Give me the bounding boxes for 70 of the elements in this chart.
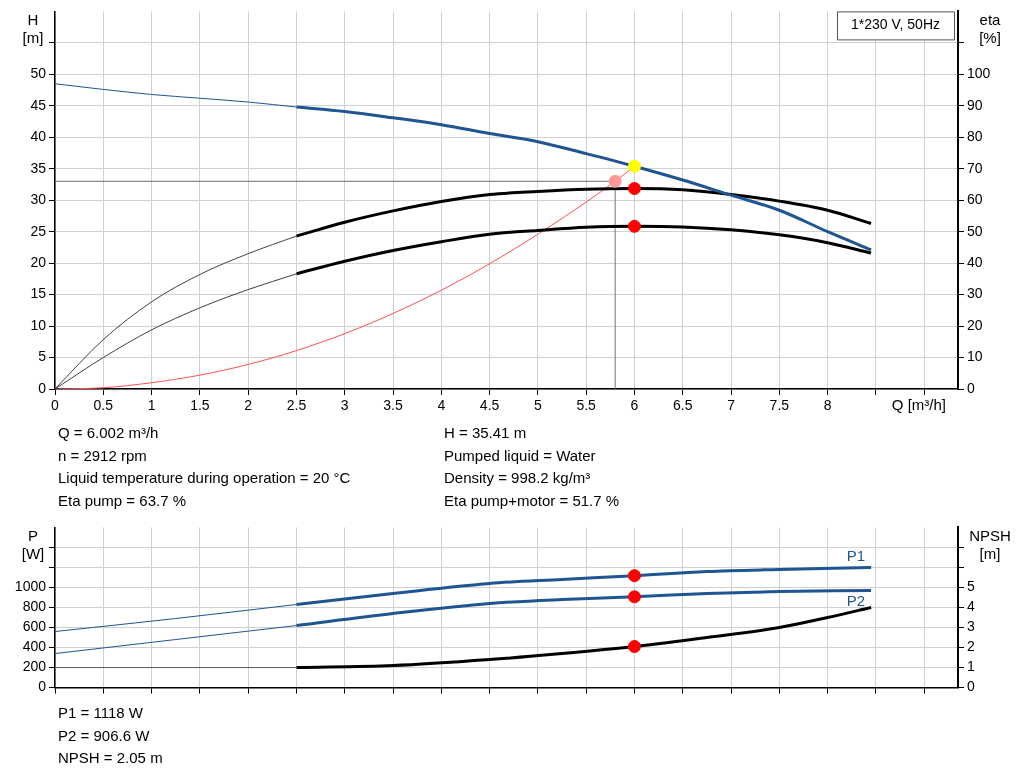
text: Eta pump = 63.7 % xyxy=(58,490,187,511)
text: P1 = 1118 W xyxy=(58,703,144,723)
y2-tick-label: 2 xyxy=(967,638,975,655)
y-tick-label: 15 xyxy=(30,285,47,302)
y2-tick-label: 70 xyxy=(967,159,983,176)
y-tick-label: 20 xyxy=(30,253,47,270)
y-axis-title: P [W] xyxy=(21,527,45,563)
y-tick-label: 0 xyxy=(38,379,47,396)
y-tick-label: 25 xyxy=(30,222,47,239)
y2-axis-title: NPSH [m] xyxy=(969,527,1011,563)
x-tick-label: 4.5 xyxy=(479,397,500,414)
y2-tick-label: 5 xyxy=(967,578,975,595)
y-tick-label: 0 xyxy=(38,678,47,695)
x-tick-label: 5.5 xyxy=(576,397,597,414)
y-axis-title: H [m] xyxy=(22,11,44,47)
x-tick-label: 7 xyxy=(727,397,736,414)
y-tick-label: 30 xyxy=(30,191,47,208)
x-tick-label: 2 xyxy=(244,397,253,414)
y2-tick-label: 60 xyxy=(967,191,983,208)
y2-axis-title: eta [%] xyxy=(979,11,1002,47)
y-tick-label: 600 xyxy=(22,618,47,635)
text: n = 2912 rpm xyxy=(58,445,148,466)
y-tick-label: 400 xyxy=(22,638,47,655)
y-tick-label: 50 xyxy=(30,65,47,82)
text: Pumped liquid = Water xyxy=(444,445,597,466)
x-tick-label: 5 xyxy=(533,397,542,414)
series-label: P2 xyxy=(846,592,866,610)
text: P2 = 906.6 W xyxy=(58,725,151,746)
y-tick-label: 1000 xyxy=(14,578,47,595)
y-tick-label: 10 xyxy=(30,316,47,333)
y-tick-label: 35 xyxy=(30,159,47,176)
x-tick-label: 3.5 xyxy=(383,397,403,414)
x-axis-title: Q [m³/h] xyxy=(891,395,946,413)
y2-tick-label: 80 xyxy=(967,128,983,145)
y2-tick-label: 50 xyxy=(967,222,983,239)
y-tick-label: 800 xyxy=(22,598,47,615)
x-tick-label: 6.5 xyxy=(673,397,693,414)
x-tick-label: 3 xyxy=(340,397,349,414)
y2-tick-label: 100 xyxy=(967,65,991,82)
y-tick-label: 45 xyxy=(30,96,47,113)
x-tick-label: 8 xyxy=(823,397,832,414)
x-tick-label: 0 xyxy=(51,397,60,414)
x-tick-label: 7.5 xyxy=(769,397,790,414)
text: Density = 998.2 kg/m³ xyxy=(444,468,592,488)
x-tick-label: 6 xyxy=(630,397,639,414)
x-tick-label: 1 xyxy=(147,397,156,414)
text: NPSH = 2.05 m xyxy=(58,748,164,768)
y2-tick-label: 30 xyxy=(967,285,983,302)
y2-tick-label: 4 xyxy=(967,598,975,615)
text: Q = 6.002 m³/h xyxy=(58,423,160,443)
y2-tick-label: 3 xyxy=(967,618,975,635)
y2-tick-label: 40 xyxy=(967,253,983,270)
y2-tick-label: 1 xyxy=(967,658,975,675)
y2-tick-label: 20 xyxy=(967,316,983,333)
y-tick-label: 200 xyxy=(22,658,47,675)
x-tick-label: 2.5 xyxy=(286,397,307,414)
x-tick-label: 1.5 xyxy=(190,397,210,414)
chart-title: 1*230 V, 50Hz xyxy=(851,16,940,33)
y-tick-label: 40 xyxy=(30,128,47,145)
y2-tick-label: 0 xyxy=(967,379,975,396)
text: Liquid temperature during operation = 20 °C xyxy=(58,468,352,488)
y-tick-label: 5 xyxy=(38,348,47,365)
y2-tick-label: 10 xyxy=(967,348,983,365)
y2-tick-label: 0 xyxy=(967,678,975,695)
x-tick-label: 4 xyxy=(437,397,446,414)
x-tick-label: 0.5 xyxy=(93,397,114,414)
text: Eta pump+motor = 51.7 % xyxy=(444,490,621,511)
y2-tick-label: 90 xyxy=(967,96,983,113)
series-label: P1 xyxy=(846,547,866,565)
text: H = 35.41 m xyxy=(444,423,528,443)
